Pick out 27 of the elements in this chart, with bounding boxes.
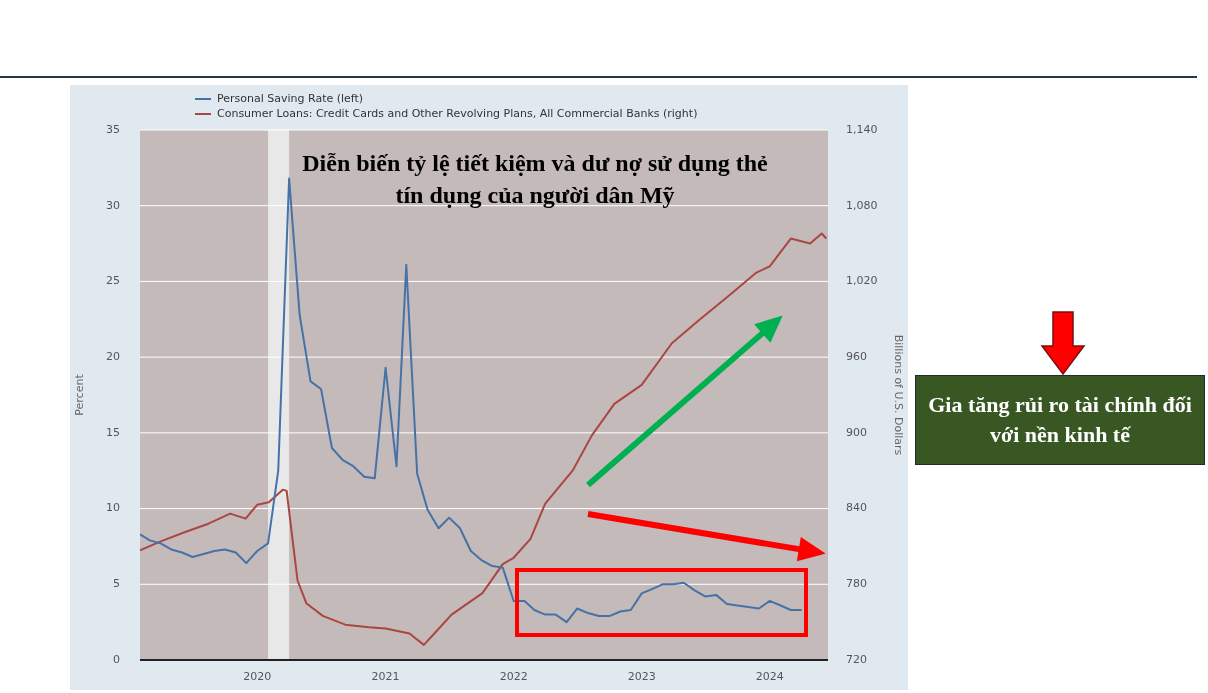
y2-tick-label: 1,020 bbox=[846, 274, 878, 288]
x-tick-label: 2024 bbox=[755, 670, 784, 684]
x-tick-label: 2023 bbox=[627, 670, 656, 684]
y2-tick-label: 900 bbox=[846, 425, 867, 439]
text: Diễn biến tỷ lệ tiết kiệm và dư nợ sử dụng thẻ tín dụng của người dân Mỹ bbox=[301, 149, 769, 210]
y2-tick-label: 840 bbox=[846, 501, 867, 515]
y-tick-label: 20 bbox=[106, 350, 120, 363]
y-tick-label: 5 bbox=[113, 577, 120, 591]
y-tick-label: 0 bbox=[113, 652, 120, 666]
y-tick-label: 15 bbox=[106, 425, 120, 439]
x-tick-label: 2021 bbox=[371, 670, 400, 684]
y2-axis-title: Billions of U.S. Dollars bbox=[891, 334, 905, 456]
y-tick-label: 25 bbox=[106, 274, 120, 288]
y2-tick-label: 1,140 bbox=[846, 122, 878, 136]
y2-tick-label: 720 bbox=[846, 652, 867, 666]
y-axis-title: Percent bbox=[73, 373, 87, 416]
y-tick-label: 30 bbox=[106, 198, 120, 212]
y-tick-label: 10 bbox=[106, 501, 120, 515]
y2-tick-label: 960 bbox=[846, 350, 867, 363]
y2-tick-label: 780 bbox=[846, 577, 867, 591]
legend-label: Consumer Loans: Credit Cards and Other Revolving Plans, All Commercial Banks (right) bbox=[217, 106, 698, 121]
x-tick-label: 2020 bbox=[243, 670, 272, 684]
text: Gia tăng rủi ro tài chính đối với nền kinh tế bbox=[915, 375, 1205, 465]
y-tick-label: 35 bbox=[106, 122, 120, 136]
x-tick-label: 2022 bbox=[499, 670, 528, 684]
legend-label: Personal Saving Rate (left) bbox=[217, 91, 364, 106]
y2-tick-label: 1,080 bbox=[846, 198, 878, 212]
